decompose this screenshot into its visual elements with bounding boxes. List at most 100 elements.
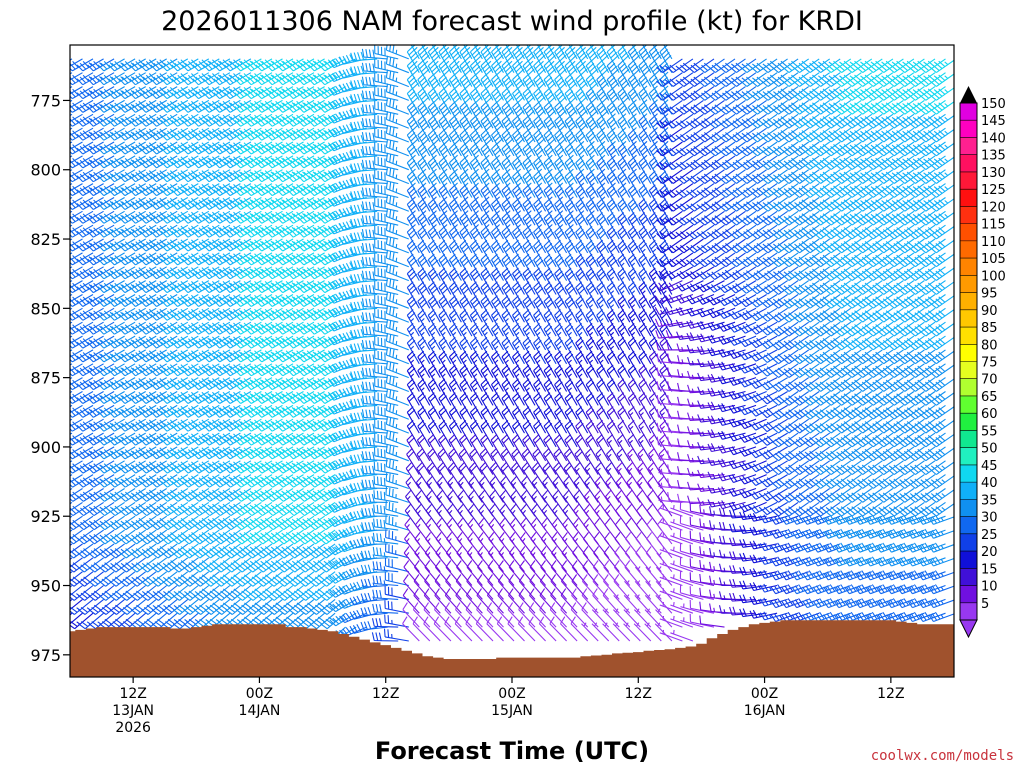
- wind-barb: [814, 210, 841, 226]
- wind-barb: [417, 101, 431, 129]
- wind-barb: [617, 115, 631, 143]
- wind-barb: [438, 156, 452, 184]
- wind-barb: [877, 252, 904, 268]
- wind-barb: [670, 588, 694, 600]
- wind-barb: [413, 574, 431, 600]
- wind-barb: [297, 252, 325, 266]
- wind-barb: [533, 184, 547, 212]
- wind-barb: [374, 45, 399, 60]
- wind-barb: [308, 488, 336, 502]
- wind-barb: [374, 363, 399, 379]
- wind-barb: [729, 509, 757, 519]
- wind-barb: [350, 176, 378, 186]
- wind-barb: [108, 446, 136, 460]
- wind-barb: [771, 183, 799, 198]
- wind-barb: [771, 266, 799, 281]
- wind-barb: [501, 115, 515, 143]
- wind-barb: [803, 280, 831, 295]
- wind-barb: [659, 392, 673, 420]
- wind-barb: [458, 475, 473, 503]
- wind-barb: [308, 460, 336, 474]
- wind-barb: [845, 252, 873, 268]
- wind-barb: [803, 141, 831, 157]
- wind-barb: [729, 238, 757, 254]
- wind-barb: [255, 266, 283, 280]
- wind-barb: [575, 59, 589, 87]
- wind-barb: [224, 474, 252, 488]
- wind-barb: [459, 350, 473, 378]
- wind-barb: [287, 183, 315, 197]
- wind-barb: [328, 292, 357, 304]
- wind-barb: [129, 210, 157, 224]
- wind-barb: [488, 532, 504, 559]
- wind-barb: [361, 48, 388, 60]
- wind-barb: [171, 169, 199, 183]
- wind-barb: [119, 571, 147, 587]
- wind-barb: [919, 224, 946, 240]
- wind-barb: [119, 501, 147, 517]
- wind-barb: [749, 582, 778, 592]
- wind-barb: [554, 406, 568, 434]
- wind-barb: [427, 87, 441, 115]
- wind-barb: [448, 212, 462, 240]
- wind-barb: [308, 404, 336, 418]
- wind-barb: [276, 460, 304, 474]
- wind-barb: [192, 86, 220, 100]
- wind-barb: [70, 113, 83, 123]
- wind-barb: [659, 198, 673, 226]
- wind-barb: [564, 392, 578, 420]
- wind-barb: [677, 210, 704, 226]
- wind-barb: [729, 565, 757, 574]
- wind-barb: [512, 226, 525, 254]
- wind-barb: [266, 197, 294, 210]
- wind-barb: [718, 280, 746, 294]
- wind-barb: [150, 72, 178, 86]
- wind-barb: [491, 378, 504, 406]
- wind-barb: [361, 409, 388, 420]
- wind-barb: [638, 364, 652, 392]
- wind-barb: [627, 212, 641, 240]
- wind-barb: [687, 224, 715, 240]
- wind-barb: [469, 350, 483, 378]
- colorbar-top-arrow: [960, 86, 977, 103]
- wind-barb: [512, 59, 525, 87]
- wind-barb: [385, 500, 409, 517]
- wind-barb: [739, 580, 767, 590]
- wind-barb: [596, 129, 610, 157]
- wind-barb: [202, 307, 231, 321]
- wind-barb: [501, 212, 515, 240]
- wind-barb: [234, 127, 262, 141]
- wind-barb: [374, 280, 399, 296]
- wind-barb: [339, 456, 367, 468]
- colorbar-swatch: [960, 120, 977, 138]
- wind-barb: [480, 226, 494, 254]
- wind-barb: [656, 86, 683, 101]
- wind-barb: [670, 532, 694, 545]
- wind-barb: [192, 432, 220, 446]
- wind-barb: [308, 280, 336, 294]
- wind-barb: [266, 294, 294, 307]
- wind-barb: [469, 156, 483, 184]
- wind-barb: [308, 501, 336, 517]
- wind-barb: [385, 360, 409, 379]
- wind-barb: [448, 59, 462, 87]
- wind-barb: [740, 155, 767, 171]
- wind-barb: [181, 169, 210, 183]
- wind-barb: [771, 404, 799, 420]
- wind-barb: [887, 460, 915, 476]
- wind-barb: [739, 349, 767, 361]
- wind-barb: [638, 45, 652, 73]
- wind-barb: [532, 448, 547, 475]
- wind-barb: [522, 281, 536, 309]
- wind-barb: [533, 350, 547, 378]
- wind-barb: [491, 115, 504, 143]
- wind-barb: [687, 266, 715, 280]
- colorbar-swatch: [960, 585, 977, 604]
- wind-barb: [129, 197, 157, 210]
- wind-barb: [617, 364, 631, 392]
- wind-barb: [469, 448, 483, 475]
- wind-barb: [803, 446, 831, 462]
- wind-barb: [835, 501, 862, 517]
- wind-barb: [560, 616, 578, 642]
- wind-barb: [427, 101, 441, 129]
